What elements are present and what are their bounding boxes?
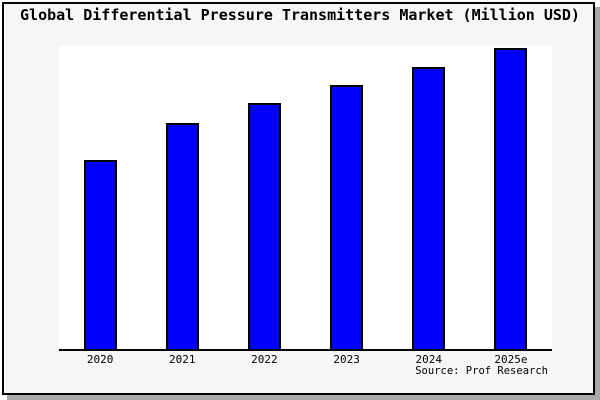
bar-2025e — [494, 48, 528, 349]
x-tick-label-2020: 2020 — [86, 353, 114, 366]
bar-band-2021 — [141, 46, 223, 349]
x-tick-label-2023: 2023 — [333, 353, 360, 366]
x-tick-label-2021: 2021 — [169, 353, 196, 366]
bar-2024 — [412, 67, 446, 349]
bar-band-2023 — [306, 46, 388, 349]
bar-2023 — [330, 85, 364, 349]
bar-band-2020 — [59, 46, 141, 349]
bar-band-2024 — [388, 46, 470, 349]
source-note: Source: Prof Research — [415, 365, 548, 377]
x-tick-label-2022: 2022 — [251, 353, 278, 366]
bar-band-2022 — [223, 46, 305, 349]
chart-title: Global Differential Pressure Transmitter… — [20, 6, 580, 24]
bar-2022 — [247, 103, 281, 349]
plot-area — [59, 46, 552, 351]
bar-2020 — [83, 160, 117, 349]
bar-band-2025e — [470, 46, 552, 349]
bar-2021 — [165, 123, 199, 349]
x-axis-labels: 2020 2021 2022 2023 2024 2025e — [59, 353, 552, 366]
x-tick-label-2025e: 2025e — [494, 353, 528, 366]
x-tick-label-2024: 2024 — [415, 353, 443, 366]
